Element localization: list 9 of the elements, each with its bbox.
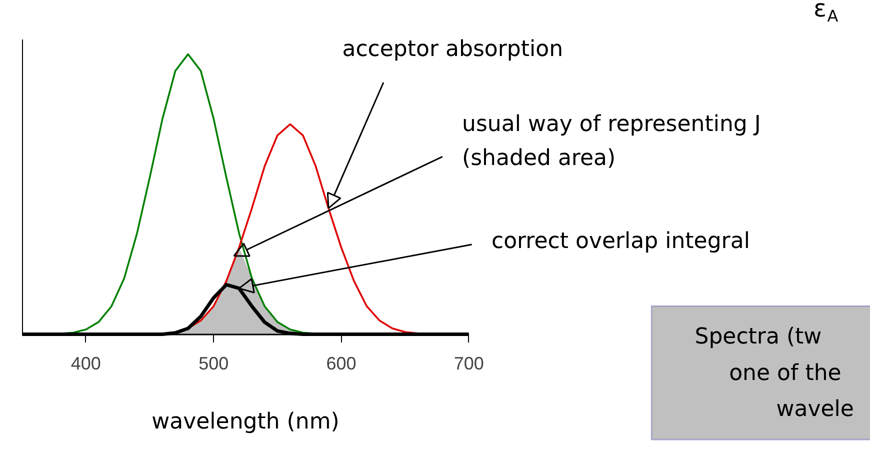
text: Spectra (tw one of the wavele bbox=[694, 324, 854, 422]
annotation: usual way of representing J (shaded area) bbox=[462, 112, 761, 172]
x-tick-label: 400 bbox=[70, 353, 101, 374]
x-tick-label: 500 bbox=[198, 353, 229, 374]
x-tick-label: 700 bbox=[454, 353, 484, 374]
annotation: correct overlap integral bbox=[491, 229, 750, 254]
annotation: acceptor absorption bbox=[342, 36, 564, 62]
x-tick-label: 600 bbox=[326, 353, 356, 374]
x-axis-title: wavelength (nm) bbox=[152, 410, 340, 435]
